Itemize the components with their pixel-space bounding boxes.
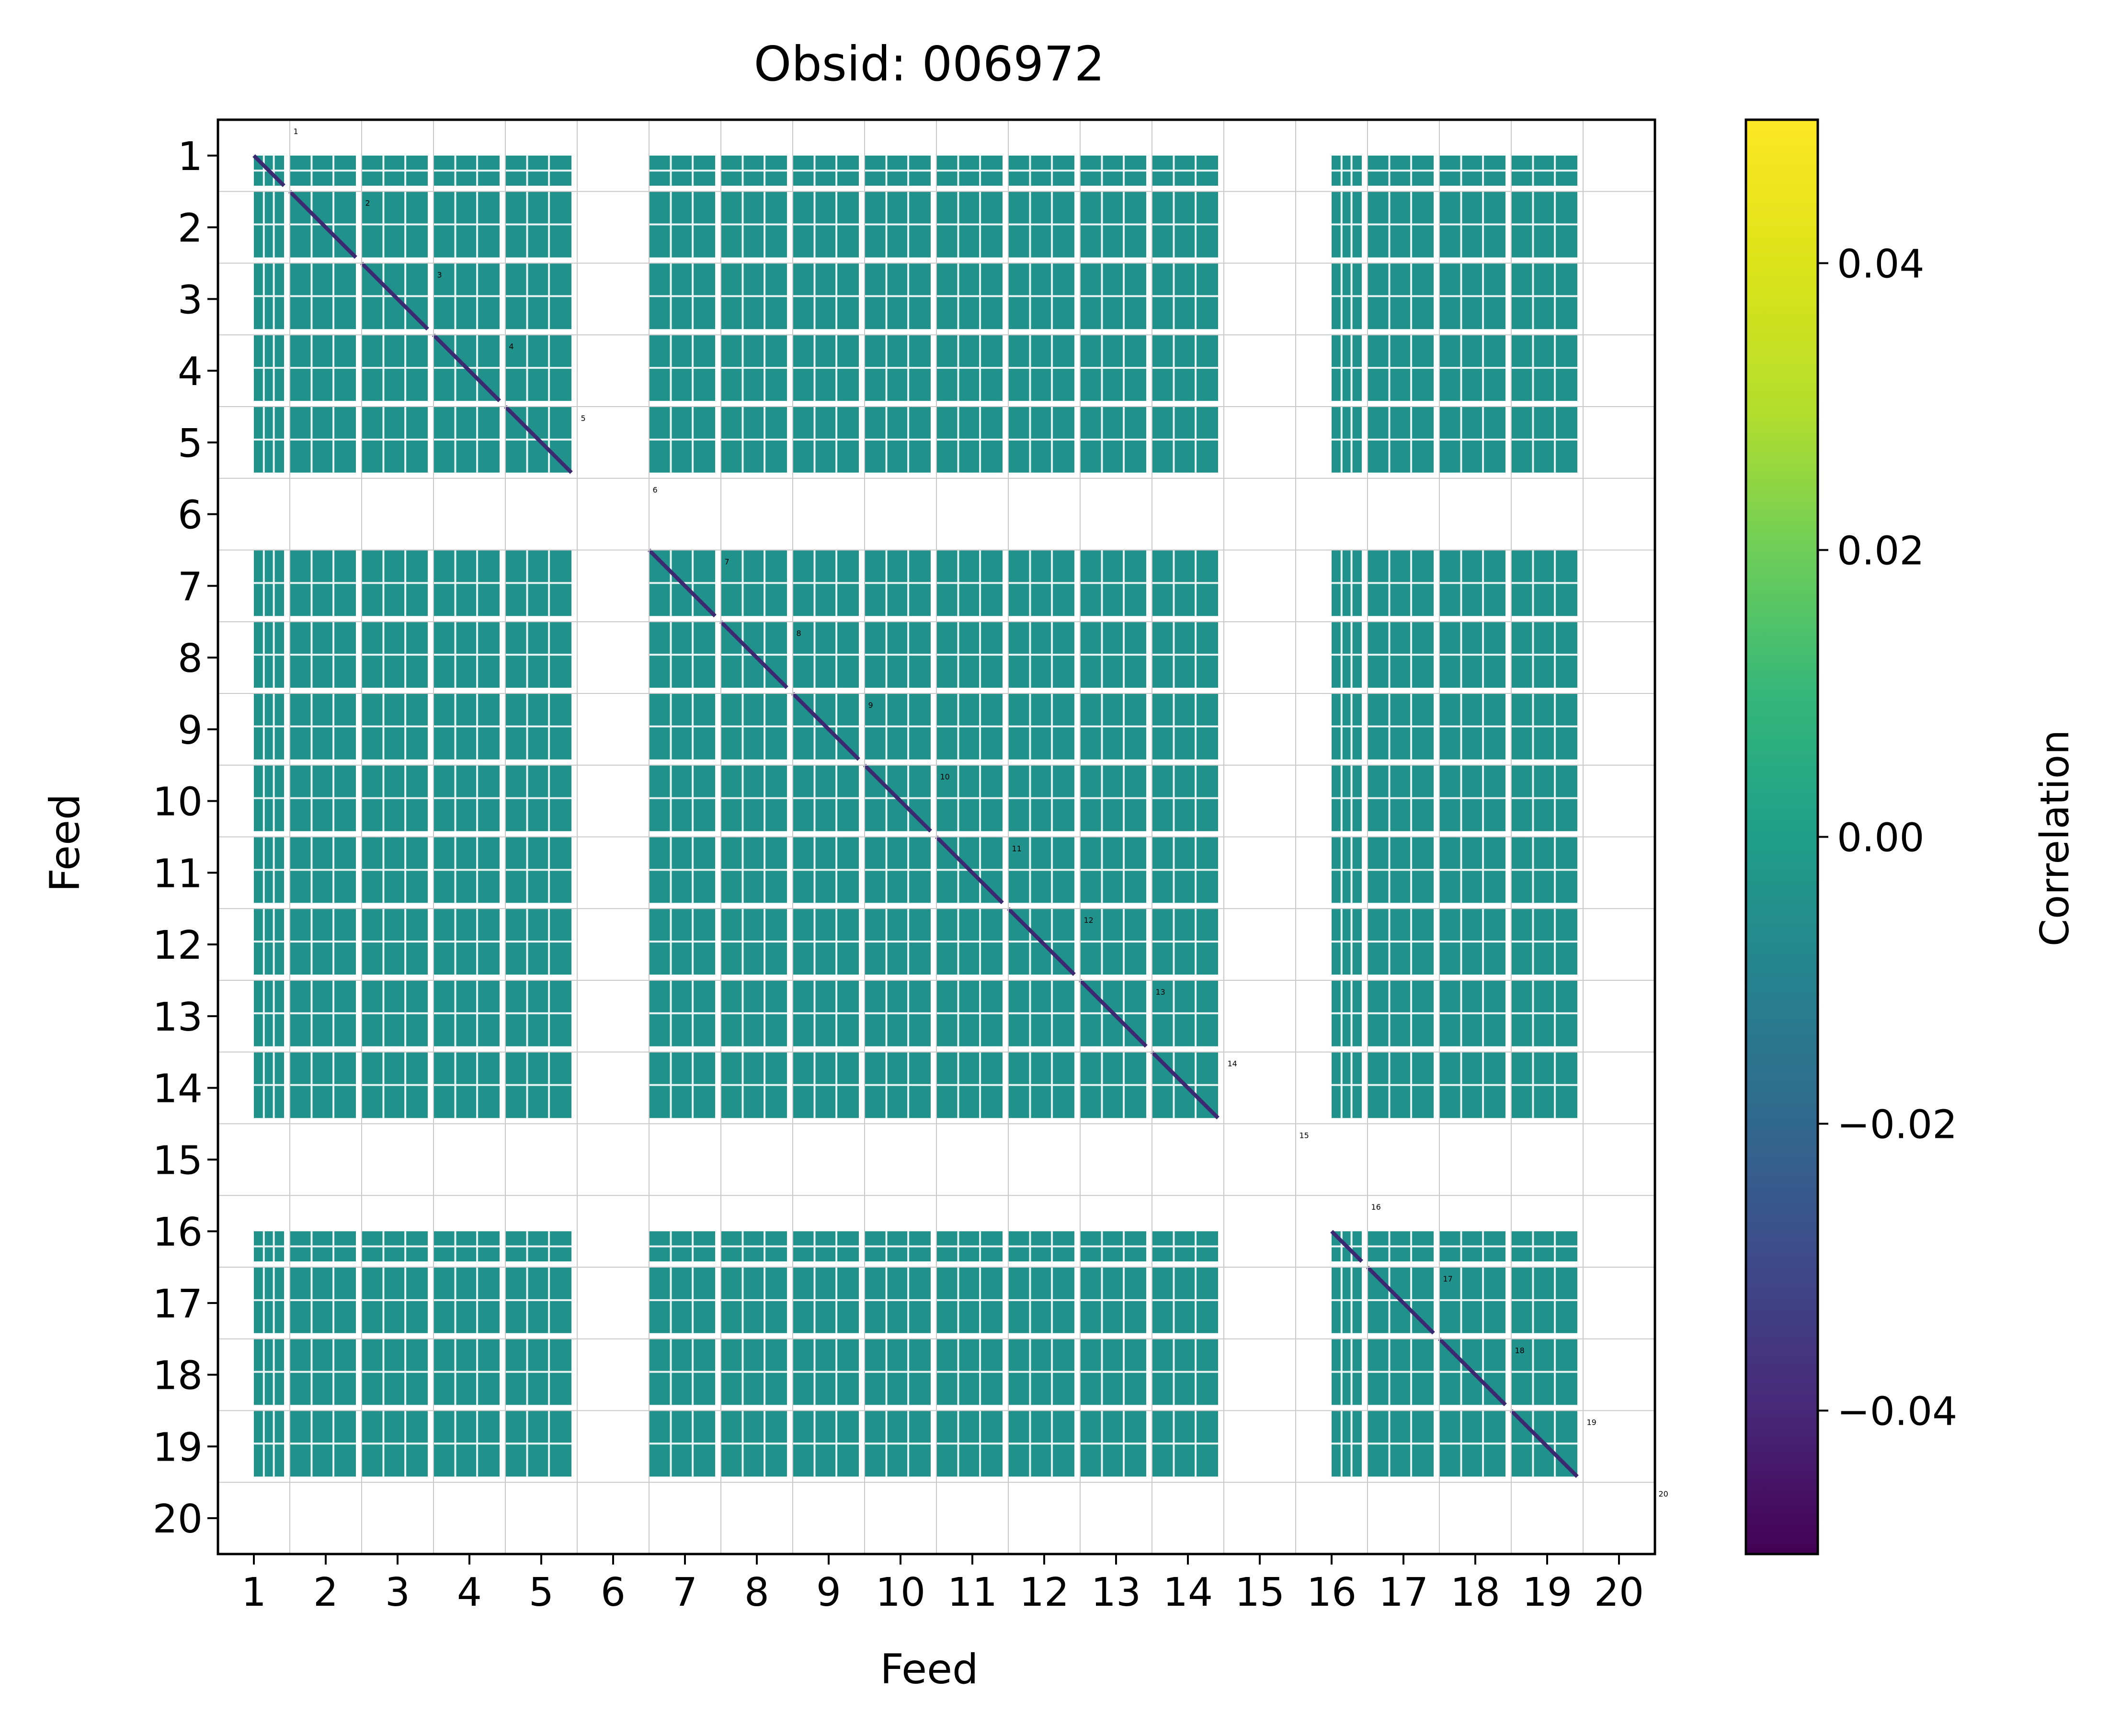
diagonal-autocorrelation [360,261,429,331]
colorbar-ticks: 0.04 0.02 0.00 −0.02 −0.04 [1818,242,1957,1435]
diagonal-feed-label: 5 [581,414,586,423]
x-tick-label: 13 [1091,1570,1141,1615]
diagonal-feed-label: 14 [1228,1059,1237,1068]
y-tick-label: 5 [178,421,203,466]
diagonal-autocorrelation [1079,979,1148,1048]
y-tick-label: 17 [153,1282,203,1327]
colorbar-tick-label: −0.04 [1837,1389,1957,1435]
colorbar [1744,118,1819,1555]
colorbar-tick-label: 0.02 [1837,529,1925,574]
diagonal-autocorrelation [1510,1409,1579,1478]
diagonal-autocorrelation [1330,1230,1363,1263]
diagonal-feed-label: 3 [437,271,442,280]
diagonal-autocorrelation [504,405,573,474]
colorbar-label: Correlation [2032,730,2078,946]
diagonal-autocorrelation [719,620,788,689]
y-tick-label: 15 [153,1138,203,1183]
diagonal-feed-label: 8 [797,629,801,638]
x-tick-label: 9 [816,1570,841,1615]
diagonal-feed-label: 13 [1156,987,1165,997]
diagonal-feed-label: 9 [868,701,873,710]
x-tick-label: 17 [1379,1570,1428,1615]
y-tick-label: 10 [153,780,203,825]
diagonal-feed-label: 18 [1515,1346,1525,1355]
x-axis-ticks: 1 2 3 4 5 6 7 8 9 10 11 12 13 14 15 16 17 18 19 20 [241,1554,1644,1615]
diagonal-autocorrelation [935,835,1004,905]
x-tick-label: 5 [529,1570,554,1615]
diagonal-autocorrelation [432,333,501,402]
y-tick-label: 12 [153,923,203,968]
y-tick-label: 8 [178,636,203,681]
diagonal-feed-label: 4 [509,342,514,351]
x-tick-label: 1 [241,1570,266,1615]
x-tick-label: 2 [313,1570,338,1615]
diagonal-autocorrelation [1366,1266,1435,1335]
y-tick-label: 3 [178,277,203,323]
y-tick-label: 13 [153,995,203,1040]
x-tick-label: 15 [1235,1570,1285,1615]
y-tick-label: 1 [178,134,203,180]
x-tick-label: 8 [744,1570,769,1615]
diagonal-autocorrelation [863,763,932,833]
y-tick-label: 2 [178,206,203,251]
y-tick-label: 9 [178,708,203,753]
diagonal-autocorrelation [791,692,860,761]
x-axis-label: Feed [880,1645,978,1693]
diagonal-feed-label: 15 [1300,1131,1309,1140]
diagonal-autocorrelation [1151,1050,1220,1120]
x-tick-label: 19 [1522,1570,1572,1615]
y-tick-label: 18 [153,1353,203,1399]
y-axis-label: Feed [41,794,89,892]
x-tick-label: 11 [947,1570,997,1615]
y-tick-label: 4 [178,349,203,395]
diagonal-feed-label: 20 [1659,1489,1668,1498]
y-tick-label: 11 [153,851,203,896]
x-tick-label: 16 [1307,1570,1357,1615]
diagonal-autocorrelation [252,154,285,187]
y-tick-label: 14 [153,1067,203,1112]
diagonal-feed-label: 11 [1012,844,1022,853]
diagonal-autocorrelation [1438,1337,1507,1407]
y-tick-label: 6 [178,493,203,538]
diagonal-feed-label: 2 [365,199,370,208]
y-tick-label: 7 [178,564,203,610]
y-tick-label: 20 [153,1497,203,1542]
x-tick-label: 6 [601,1570,626,1615]
x-tick-label: 12 [1019,1570,1069,1615]
diagonal-feed-label: 6 [653,486,658,495]
diagonal-feed-label: 12 [1084,916,1094,925]
colorbar-tick-label: 0.00 [1837,816,1925,861]
diagonal-feed-label: 17 [1443,1274,1453,1283]
x-tick-label: 10 [876,1570,925,1615]
x-tick-label: 7 [673,1570,697,1615]
diagonal-feed-label: 7 [725,557,730,567]
diagonal-feed-label: 16 [1371,1203,1381,1212]
colorbar-tick-label: −0.02 [1837,1102,1957,1148]
x-tick-label: 18 [1450,1570,1500,1615]
colorbar-tick-label: 0.04 [1837,242,1925,287]
diagonal-feed-label: 1 [294,127,298,136]
y-tick-label: 19 [153,1425,203,1470]
diagonal-autocorrelation [288,190,357,259]
x-tick-label: 20 [1594,1570,1644,1615]
x-tick-label: 3 [385,1570,410,1615]
diagonal-feed-label: 19 [1587,1418,1596,1427]
x-tick-label: 14 [1163,1570,1213,1615]
y-tick-label: 16 [153,1210,203,1255]
diagonal-feed-label: 10 [940,772,950,782]
diagonal-autocorrelation [648,548,717,618]
x-tick-label: 4 [457,1570,482,1615]
chart-title: Obsid: 006972 [754,36,1105,92]
plot-frame [217,118,1656,1555]
diagonal-autocorrelation [1007,907,1076,976]
